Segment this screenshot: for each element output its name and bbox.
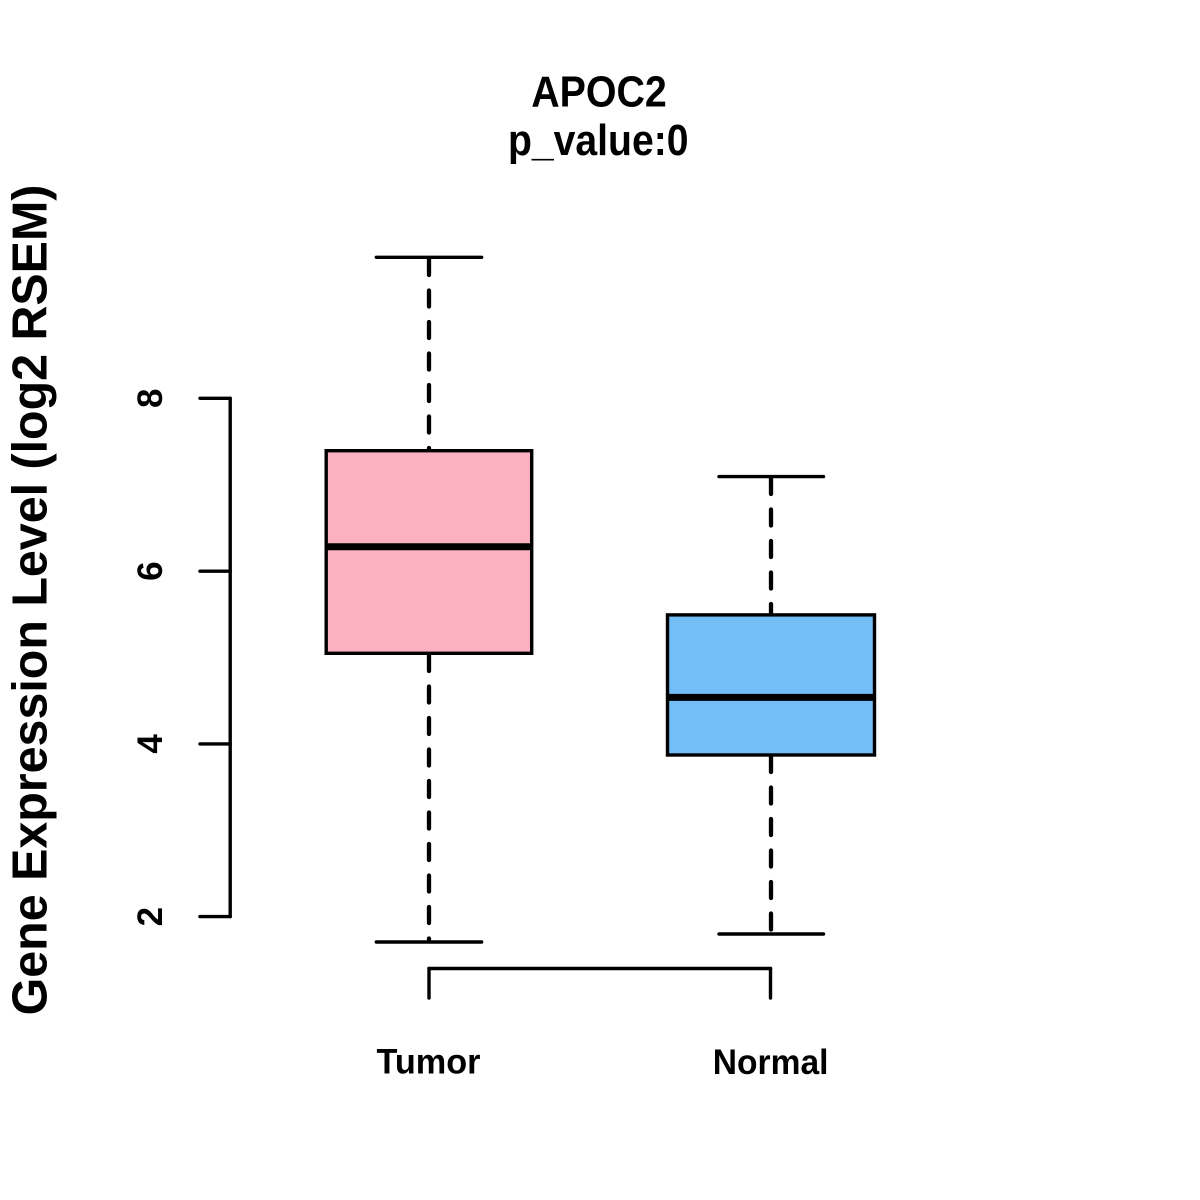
svg-text:8: 8 bbox=[131, 389, 170, 408]
svg-text:4: 4 bbox=[131, 734, 170, 754]
svg-text:p_value:0: p_value:0 bbox=[508, 116, 689, 164]
svg-text:2: 2 bbox=[131, 907, 170, 926]
svg-text:APOC2: APOC2 bbox=[531, 66, 667, 115]
svg-text:6: 6 bbox=[131, 561, 170, 580]
svg-text:Tumor: Tumor bbox=[376, 1043, 480, 1081]
svg-text:Normal: Normal bbox=[713, 1043, 829, 1082]
svg-text:Gene Expression Level (log2 RS: Gene Expression Level (log2 RSEM) bbox=[3, 185, 58, 1016]
